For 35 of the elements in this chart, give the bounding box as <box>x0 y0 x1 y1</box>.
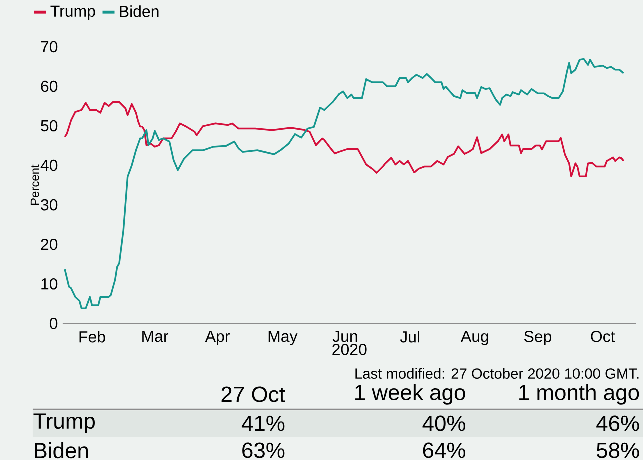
x-tick-label: Sep <box>524 331 552 346</box>
y-tick-label: 40 <box>40 160 58 172</box>
line-series <box>64 58 625 310</box>
y-tick-label: 50 <box>41 120 58 132</box>
x-tick-label: Jun <box>332 331 358 342</box>
text: 1 month ago <box>520 384 640 406</box>
text: 58% <box>596 442 640 459</box>
x-tick-label: Oct <box>591 331 616 343</box>
text: 64% <box>423 442 466 459</box>
x-tick-label: Mar <box>142 331 169 342</box>
x-tick-label: Apr <box>205 331 230 346</box>
text: 27 Oct <box>222 387 286 403</box>
x-tick-label: Aug <box>461 331 488 346</box>
x-tick-label: Jul <box>400 331 420 343</box>
y-tick-label: 70 <box>41 42 58 53</box>
x-tick-label: Feb <box>80 331 106 343</box>
y-tick-label: 20 <box>41 239 58 250</box>
y-tick-label: 30 <box>41 200 58 211</box>
y-tick-label: 10 <box>42 278 58 290</box>
legend-label: Trump <box>50 6 96 20</box>
legend-label: Biden <box>120 6 159 18</box>
y-axis-title: Percent <box>30 164 40 206</box>
text: 63% <box>242 442 285 459</box>
x-tick-label: May <box>268 331 298 346</box>
text: Biden <box>35 442 88 459</box>
text: 40% <box>422 416 466 432</box>
text: Trump <box>34 414 95 434</box>
y-tick-label: 0 <box>50 318 58 330</box>
text: 1 week ago <box>356 384 466 406</box>
y-tick-label: 60 <box>41 81 58 92</box>
x-axis-title: 2020 <box>332 344 367 356</box>
text: 41% <box>242 416 285 432</box>
text: Last modified: 27 October 2020 10:00 GMT. <box>356 368 639 380</box>
text: 46% <box>596 416 640 432</box>
line-series <box>64 102 625 178</box>
